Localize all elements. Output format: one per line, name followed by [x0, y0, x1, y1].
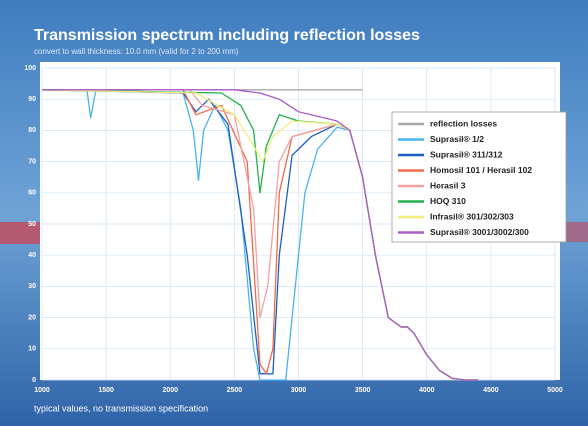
- series-line: [42, 89, 479, 381]
- x-tick-label: 3000: [291, 387, 307, 394]
- y-tick-label: 0: [32, 377, 36, 384]
- y-tick-label: 30: [28, 283, 36, 290]
- chart-subtitle: convert to wall thickness: 10.0 mm (vali…: [34, 47, 239, 56]
- y-tick-label: 90: [28, 96, 36, 103]
- legend-label: Infrasil® 301/302/303: [430, 211, 514, 221]
- y-tick-label: 50: [28, 221, 36, 228]
- legend-label: Suprasil® 1/2: [430, 134, 484, 144]
- sea-decor: [560, 222, 588, 242]
- legend-label: Suprasil® 311/312: [430, 149, 503, 159]
- legend-label: HOQ 310: [430, 196, 466, 206]
- legend-label: Homosil 101 / Herasil 102: [430, 165, 532, 175]
- legend-box: [391, 111, 567, 243]
- legend-label: reflection losses: [430, 118, 497, 128]
- x-tick-label: 4500: [483, 387, 499, 394]
- x-tick-label: 5000: [547, 387, 563, 394]
- footnote: typical values, no transmission specific…: [34, 403, 208, 413]
- x-tick-label: 4000: [419, 387, 435, 394]
- chart-title: Transmission spectrum including reflecti…: [34, 27, 420, 44]
- legend-label: Herasil 3: [430, 180, 466, 190]
- y-tick-label: 10: [28, 346, 36, 353]
- y-tick-label: 80: [28, 127, 36, 134]
- x-tick-label: 3500: [355, 387, 371, 394]
- sea-decor: [0, 222, 40, 244]
- y-tick-label: 100: [24, 65, 36, 72]
- x-tick-label: 2000: [162, 387, 178, 394]
- legend-label: Suprasil® 3001/3002/300: [430, 227, 529, 237]
- y-tick-label: 60: [28, 190, 36, 197]
- x-tick-label: 2500: [227, 387, 243, 394]
- y-tick-label: 40: [28, 252, 36, 259]
- x-tick-label: 1500: [98, 387, 114, 394]
- y-tick-label: 70: [28, 158, 36, 165]
- y-tick-label: 20: [28, 314, 36, 321]
- x-tick-label: 1000: [34, 387, 50, 394]
